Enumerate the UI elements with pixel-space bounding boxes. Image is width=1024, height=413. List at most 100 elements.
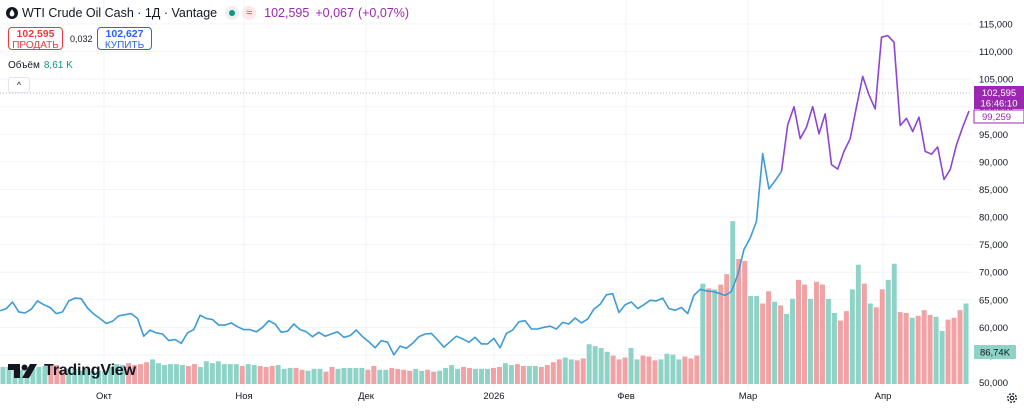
volume-bar [269, 366, 275, 384]
volume-bar [712, 289, 718, 384]
y-tick-label: 110,000 [979, 47, 1013, 58]
volume-bar [556, 359, 562, 384]
market-open-dot-icon [229, 10, 236, 16]
last-price: 102,595 [264, 6, 310, 20]
volume-bar [179, 365, 185, 384]
symbol-title[interactable]: WTI Crude Oil Cash · 1Д · Vantage [22, 6, 218, 20]
volume-bar [78, 370, 84, 384]
volume-bar [167, 364, 173, 384]
buy-button[interactable]: 102,627 КУПИТЬ [97, 27, 152, 51]
volume-bar [849, 289, 855, 384]
volume-bar [532, 366, 538, 384]
sell-button[interactable]: 102,595 ПРОДАТЬ [8, 27, 63, 51]
volume-bar [526, 366, 532, 384]
y-tick-label: 60,000 [979, 323, 1008, 334]
tradingview-logo-icon [8, 364, 37, 378]
y-tick-label: 105,000 [979, 75, 1013, 86]
volume-bar [353, 367, 359, 384]
volume-bar [766, 291, 772, 384]
volume-bar [185, 366, 191, 384]
volume-bar [90, 370, 96, 384]
current-price-value: 102,595 [982, 88, 1016, 99]
collapse-legend-button[interactable]: ^ [8, 77, 30, 93]
volume-bar [449, 365, 455, 384]
volume-bar [676, 359, 682, 384]
volume-bar [377, 369, 383, 384]
volume-bar [819, 284, 825, 384]
volume-bar [42, 366, 48, 384]
volume-legend[interactable]: Объём 8,61 K [8, 60, 73, 71]
volume-bar [652, 360, 658, 384]
prev-close-value: 99,259 [982, 112, 1011, 123]
volume-bar [694, 355, 700, 384]
volume-bar [670, 354, 676, 384]
x-tick-label: Фев [617, 391, 635, 402]
volume-bar [299, 369, 305, 384]
volume-bar [682, 356, 688, 384]
x-tick-label: Апр [875, 391, 892, 402]
volume-bar [831, 313, 837, 384]
volume-bar [748, 295, 754, 384]
volume-bar [257, 366, 263, 384]
volume-bar [443, 367, 449, 384]
volume-bar [227, 364, 233, 384]
sell-price: 102,595 [16, 28, 55, 40]
volume-bar [365, 369, 371, 384]
data-approx-badge[interactable]: ≈ [242, 6, 257, 20]
y-tick-label: 115,000 [979, 19, 1013, 30]
tradingview-logo-text: TradingView [44, 362, 136, 379]
volume-bar [658, 359, 664, 384]
volume-bar [592, 346, 598, 384]
price-change-pct: (+0,07%) [357, 6, 410, 20]
volume-bar [30, 368, 36, 384]
volume-bar [467, 367, 473, 384]
volume-bar [837, 320, 843, 384]
volume-bar [754, 295, 760, 384]
spread-value: 0,032 [70, 34, 93, 44]
tradingview-logo[interactable]: TradingView [8, 362, 136, 380]
volume-bar [383, 369, 389, 384]
volume-bar [520, 366, 526, 384]
volume-bar [933, 316, 939, 384]
volume-bar [646, 356, 652, 384]
x-tick-label: Дек [358, 391, 375, 402]
volume-bar [329, 366, 335, 384]
volume-bar [209, 363, 215, 384]
volume-bar [455, 368, 461, 384]
volume-bar [425, 369, 431, 384]
buy-label: КУПИТЬ [104, 40, 145, 51]
volume-bar [191, 364, 197, 384]
settings-gear-icon[interactable] [1006, 392, 1018, 404]
market-status-badge[interactable] [225, 6, 240, 20]
volume-bar [909, 317, 915, 384]
volume-bar [203, 361, 209, 384]
volume-bar [413, 368, 419, 384]
volume-bar [359, 367, 365, 384]
volume-bar [84, 368, 90, 384]
volume-bar [825, 298, 831, 384]
volume-bar [891, 263, 897, 384]
volume-bar [945, 319, 951, 384]
volume-bar [126, 363, 132, 384]
volume-bar [921, 310, 927, 384]
volume-bar [843, 311, 849, 384]
volume-bar [347, 367, 353, 384]
volume-bar [461, 366, 467, 384]
volume-bar [562, 357, 568, 384]
volume-bar [162, 365, 167, 384]
volume-bar [502, 363, 508, 384]
volume-bar [514, 364, 520, 384]
volume-bar [281, 368, 287, 384]
volume-bar [730, 221, 736, 384]
buy-price: 102,627 [105, 28, 144, 40]
volume-bar [963, 303, 969, 384]
volume-bar [873, 307, 879, 384]
volume-bar [305, 370, 311, 384]
volume-bar [323, 371, 329, 384]
volume-bar [598, 348, 604, 384]
price-change: +0,067 [315, 6, 354, 20]
volume-bar [957, 310, 963, 384]
volume-bar [784, 313, 790, 384]
volume-bar [144, 362, 150, 384]
